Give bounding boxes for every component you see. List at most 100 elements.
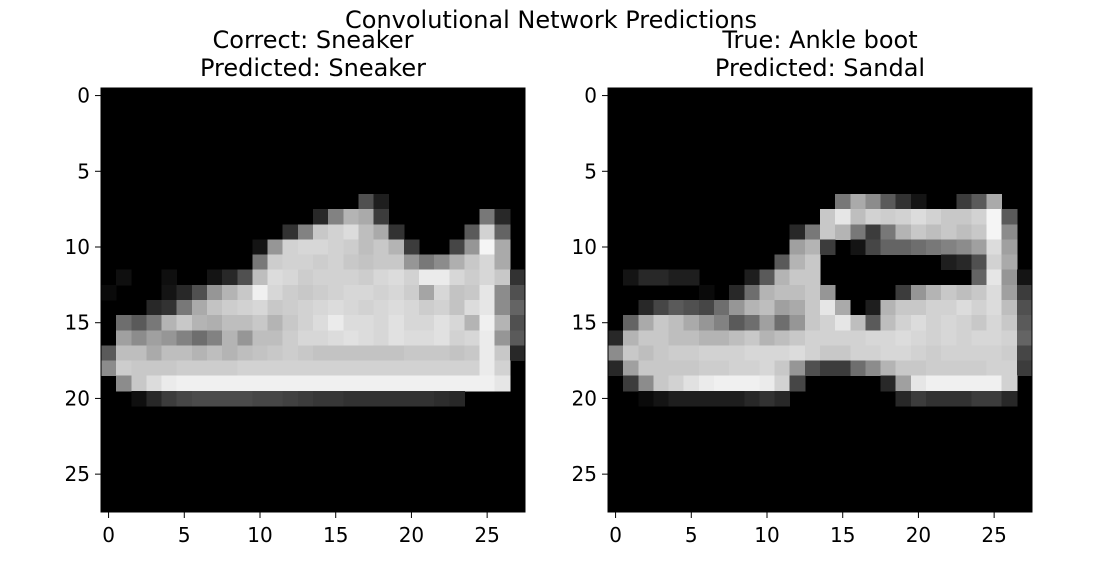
pixel xyxy=(388,300,405,316)
y-tick-label: 0 xyxy=(584,84,597,108)
pixel xyxy=(971,360,987,377)
pixel xyxy=(313,300,329,316)
pixel xyxy=(222,330,238,346)
pixel xyxy=(297,315,314,331)
pixel xyxy=(668,269,685,286)
pixel xyxy=(282,390,299,407)
pixel xyxy=(146,390,162,407)
pixel xyxy=(729,300,745,316)
axes-frame xyxy=(100,87,526,513)
pixel xyxy=(403,360,420,377)
panel-right-image xyxy=(608,88,1033,512)
pixel xyxy=(971,269,987,286)
y-tick-label: 25 xyxy=(65,462,90,486)
pixel xyxy=(895,330,912,346)
pixel xyxy=(116,269,132,286)
pixel xyxy=(820,345,836,361)
pixel xyxy=(698,360,715,377)
pixel xyxy=(297,330,314,346)
pixel xyxy=(328,254,344,271)
pixel xyxy=(820,300,836,316)
pixel xyxy=(358,390,374,407)
pixel xyxy=(388,284,405,301)
pixel xyxy=(623,375,639,392)
y-tick-label: 25 xyxy=(572,462,597,486)
pixel xyxy=(161,300,178,316)
pixel xyxy=(176,390,193,407)
pixel xyxy=(449,300,465,316)
pixel xyxy=(910,345,927,361)
pixel xyxy=(820,315,836,331)
pixel xyxy=(941,300,957,316)
pixel xyxy=(910,239,927,255)
pixel xyxy=(698,284,715,301)
pixel xyxy=(282,375,299,392)
pixel xyxy=(267,284,284,301)
pixel xyxy=(434,360,450,377)
pixel xyxy=(759,269,775,286)
pixel xyxy=(1001,224,1018,240)
pixel xyxy=(774,390,791,407)
pixel xyxy=(207,390,223,407)
pixel xyxy=(297,375,314,392)
pixel xyxy=(343,269,359,286)
pixel xyxy=(494,330,511,346)
pixel xyxy=(926,390,942,407)
pixel xyxy=(313,254,329,271)
pixel xyxy=(1001,315,1018,331)
pixel xyxy=(820,284,836,301)
y-tick-label: 10 xyxy=(65,235,90,259)
pixel xyxy=(252,390,268,407)
pixel xyxy=(971,224,987,240)
pixel xyxy=(297,254,314,271)
pixel xyxy=(774,269,791,286)
pixel xyxy=(373,254,390,271)
pixel xyxy=(789,254,806,271)
pixel xyxy=(744,300,760,316)
y-tick-label: 15 xyxy=(572,311,597,335)
pixel xyxy=(804,315,821,331)
pixel xyxy=(895,209,912,225)
pixel xyxy=(698,315,715,331)
pixel xyxy=(267,375,284,392)
pixel xyxy=(222,360,238,377)
pixel xyxy=(373,209,390,225)
pixel xyxy=(1016,330,1033,346)
pixel xyxy=(971,209,987,225)
pixel xyxy=(191,300,208,316)
pixel xyxy=(683,345,700,361)
pixel xyxy=(313,330,329,346)
pixel xyxy=(820,239,836,255)
pixel xyxy=(820,360,836,377)
pixel xyxy=(161,375,178,392)
pixel xyxy=(343,239,359,255)
pixel xyxy=(956,300,972,316)
pixel xyxy=(328,345,344,361)
pixel xyxy=(941,224,957,240)
pixel xyxy=(895,390,912,407)
pixel xyxy=(479,345,496,361)
pixel xyxy=(131,345,147,361)
pixel xyxy=(789,284,806,301)
pixel xyxy=(237,345,253,361)
pixel xyxy=(1001,239,1018,255)
pixel xyxy=(237,300,253,316)
pixel xyxy=(926,330,942,346)
pixel xyxy=(653,390,669,407)
pixel xyxy=(956,224,972,240)
pixel xyxy=(865,300,881,316)
pixel xyxy=(494,375,511,392)
pixel xyxy=(986,239,1003,255)
pixel xyxy=(388,375,405,392)
pixel xyxy=(358,360,374,377)
pixel xyxy=(910,315,927,331)
pixel xyxy=(774,315,791,331)
pixel xyxy=(623,269,639,286)
pixel xyxy=(638,360,654,377)
pixel xyxy=(176,345,193,361)
pixel xyxy=(668,375,685,392)
pixel xyxy=(373,375,390,392)
pixel xyxy=(328,375,344,392)
pixel xyxy=(1001,300,1018,316)
pixel xyxy=(419,360,435,377)
